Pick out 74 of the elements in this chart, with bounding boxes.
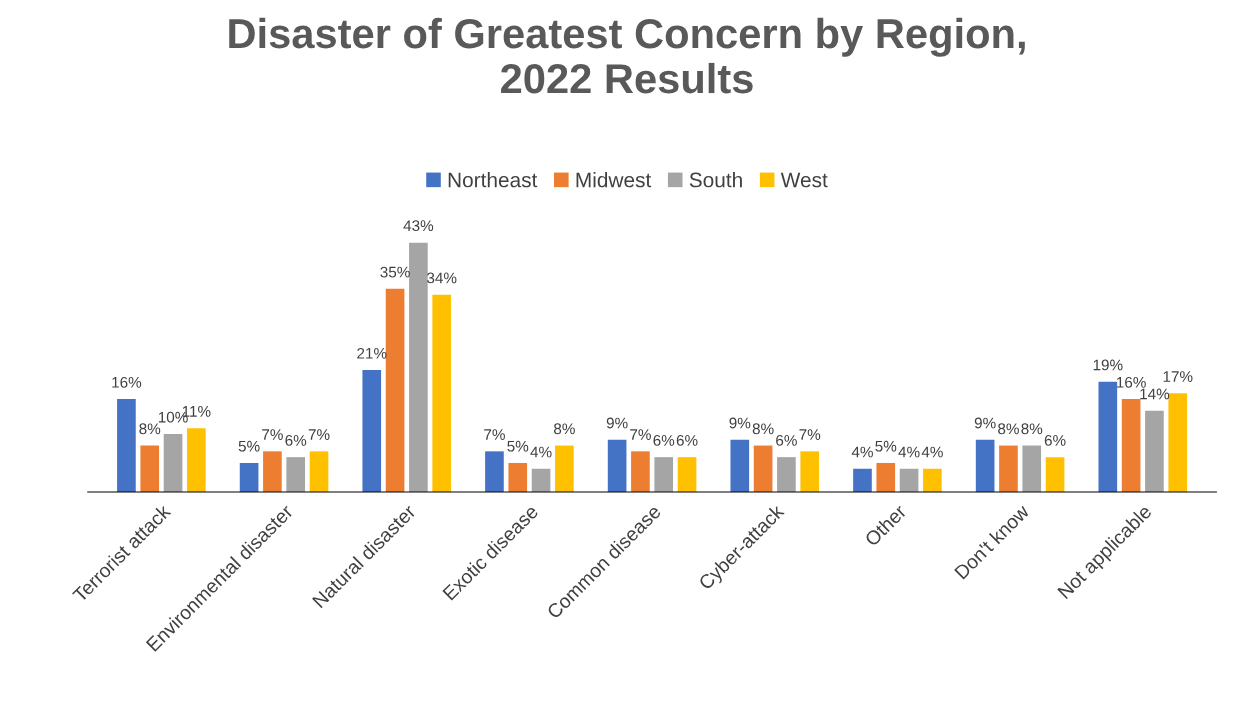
bar [800,451,820,492]
data-label: 8% [998,423,1019,435]
data-label: 43% [403,220,434,232]
data-label: 7% [484,429,505,440]
data-label: 35% [380,266,410,278]
data-label: 9% [606,417,628,429]
bar [677,457,697,492]
bar [309,451,329,492]
bar [654,457,674,492]
legend-label: South [689,172,742,188]
bar [555,445,574,492]
bar [730,439,750,492]
bar [1145,410,1164,492]
bar [1121,399,1141,492]
bar [1098,381,1118,492]
data-label: 6% [653,434,675,446]
bar [607,439,627,492]
bar [385,288,405,492]
legend-label: West [780,172,828,188]
data-label: 5% [238,440,260,452]
data-label: 5% [875,440,897,452]
bar [777,457,796,492]
data-label: 6% [776,434,797,446]
data-label: 8% [553,423,575,435]
bar [239,462,259,492]
data-label: 4% [530,446,552,458]
bar [485,451,504,492]
data-label: 5% [507,440,529,452]
data-label: 8% [1021,423,1043,435]
data-label: 17% [1163,371,1193,382]
data-label: 9% [729,417,751,429]
data-label: 8% [752,423,774,435]
data-label: 7% [630,429,651,440]
bar [263,451,282,492]
bar [508,462,528,492]
bar [140,445,160,492]
data-label: 8% [139,423,161,435]
data-label: 7% [262,429,283,440]
data-label: 16% [112,376,142,388]
bar [187,428,206,492]
data-label: 14% [1140,388,1170,400]
bar [531,468,551,492]
bar [631,451,650,492]
data-label: 6% [1044,434,1066,446]
bar [117,399,136,492]
data-label: 7% [308,429,330,440]
data-label: 4% [921,446,943,458]
bar [853,468,872,492]
bar [362,370,382,492]
data-label: 9% [974,417,996,429]
bar [923,468,942,492]
data-label: 16% [1117,376,1146,388]
bar [975,439,995,492]
data-label: 19% [1093,359,1123,371]
bar [1045,457,1065,492]
bar [1022,445,1042,492]
data-label: 6% [676,434,698,446]
legend-label: Midwest [576,172,652,188]
bar [753,445,773,492]
data-label: 4% [898,446,920,458]
chart-title: Disaster of Greatest Concern by Region, 2022 Results [229,17,1025,94]
bar [432,294,452,492]
bar [163,433,183,492]
bar [286,457,306,492]
data-label: 34% [426,272,457,284]
data-label: 4% [851,446,873,458]
bar [999,445,1018,492]
bar [899,468,919,492]
data-label: 6% [285,434,307,446]
legend-label: Northeast [448,172,538,188]
bar [876,462,896,492]
bar [1168,393,1188,492]
data-label: 7% [799,429,821,440]
bar [409,242,428,492]
